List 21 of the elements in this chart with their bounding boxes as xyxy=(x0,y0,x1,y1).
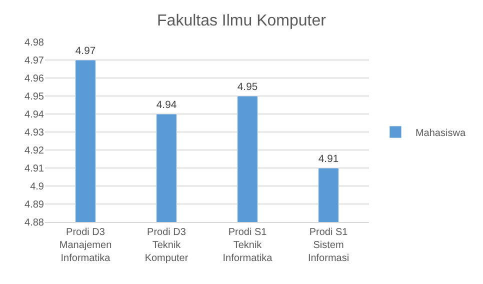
x-tick-label: Prodi D3 Manajemen Informatika xyxy=(59,227,112,264)
y-tick-label: 4.9 xyxy=(30,182,44,192)
y-tick-label: 4.97 xyxy=(24,56,44,66)
data-label: 4.94 xyxy=(156,100,177,112)
x-tick-label: Prodi S1 Sistem Informasi xyxy=(308,227,350,264)
data-label: 4.91 xyxy=(318,154,339,166)
x-tick-label: Prodi D3 Teknik Komputer xyxy=(144,227,189,264)
y-tick-label: 4.91 xyxy=(24,164,44,174)
x-tick-label: Prodi S1 Teknik Informatika xyxy=(222,227,273,264)
y-tick-label: 4.95 xyxy=(24,92,44,102)
y-tick-label: 4.92 xyxy=(24,146,44,156)
data-label: 4.95 xyxy=(237,82,258,94)
chart-title: Fakultas Ilmu Komputer xyxy=(157,12,327,30)
data-label: 4.97 xyxy=(75,46,96,58)
legend-label: Mahasiswa xyxy=(415,128,466,139)
y-tick-label: 4.93 xyxy=(24,128,44,138)
y-tick-label: 4.98 xyxy=(24,38,44,48)
y-tick-label: 4.88 xyxy=(24,218,44,228)
y-tick-label: 4.96 xyxy=(24,74,44,84)
y-tick-label: 4.89 xyxy=(24,200,44,210)
y-tick-label: 4.94 xyxy=(24,110,44,120)
